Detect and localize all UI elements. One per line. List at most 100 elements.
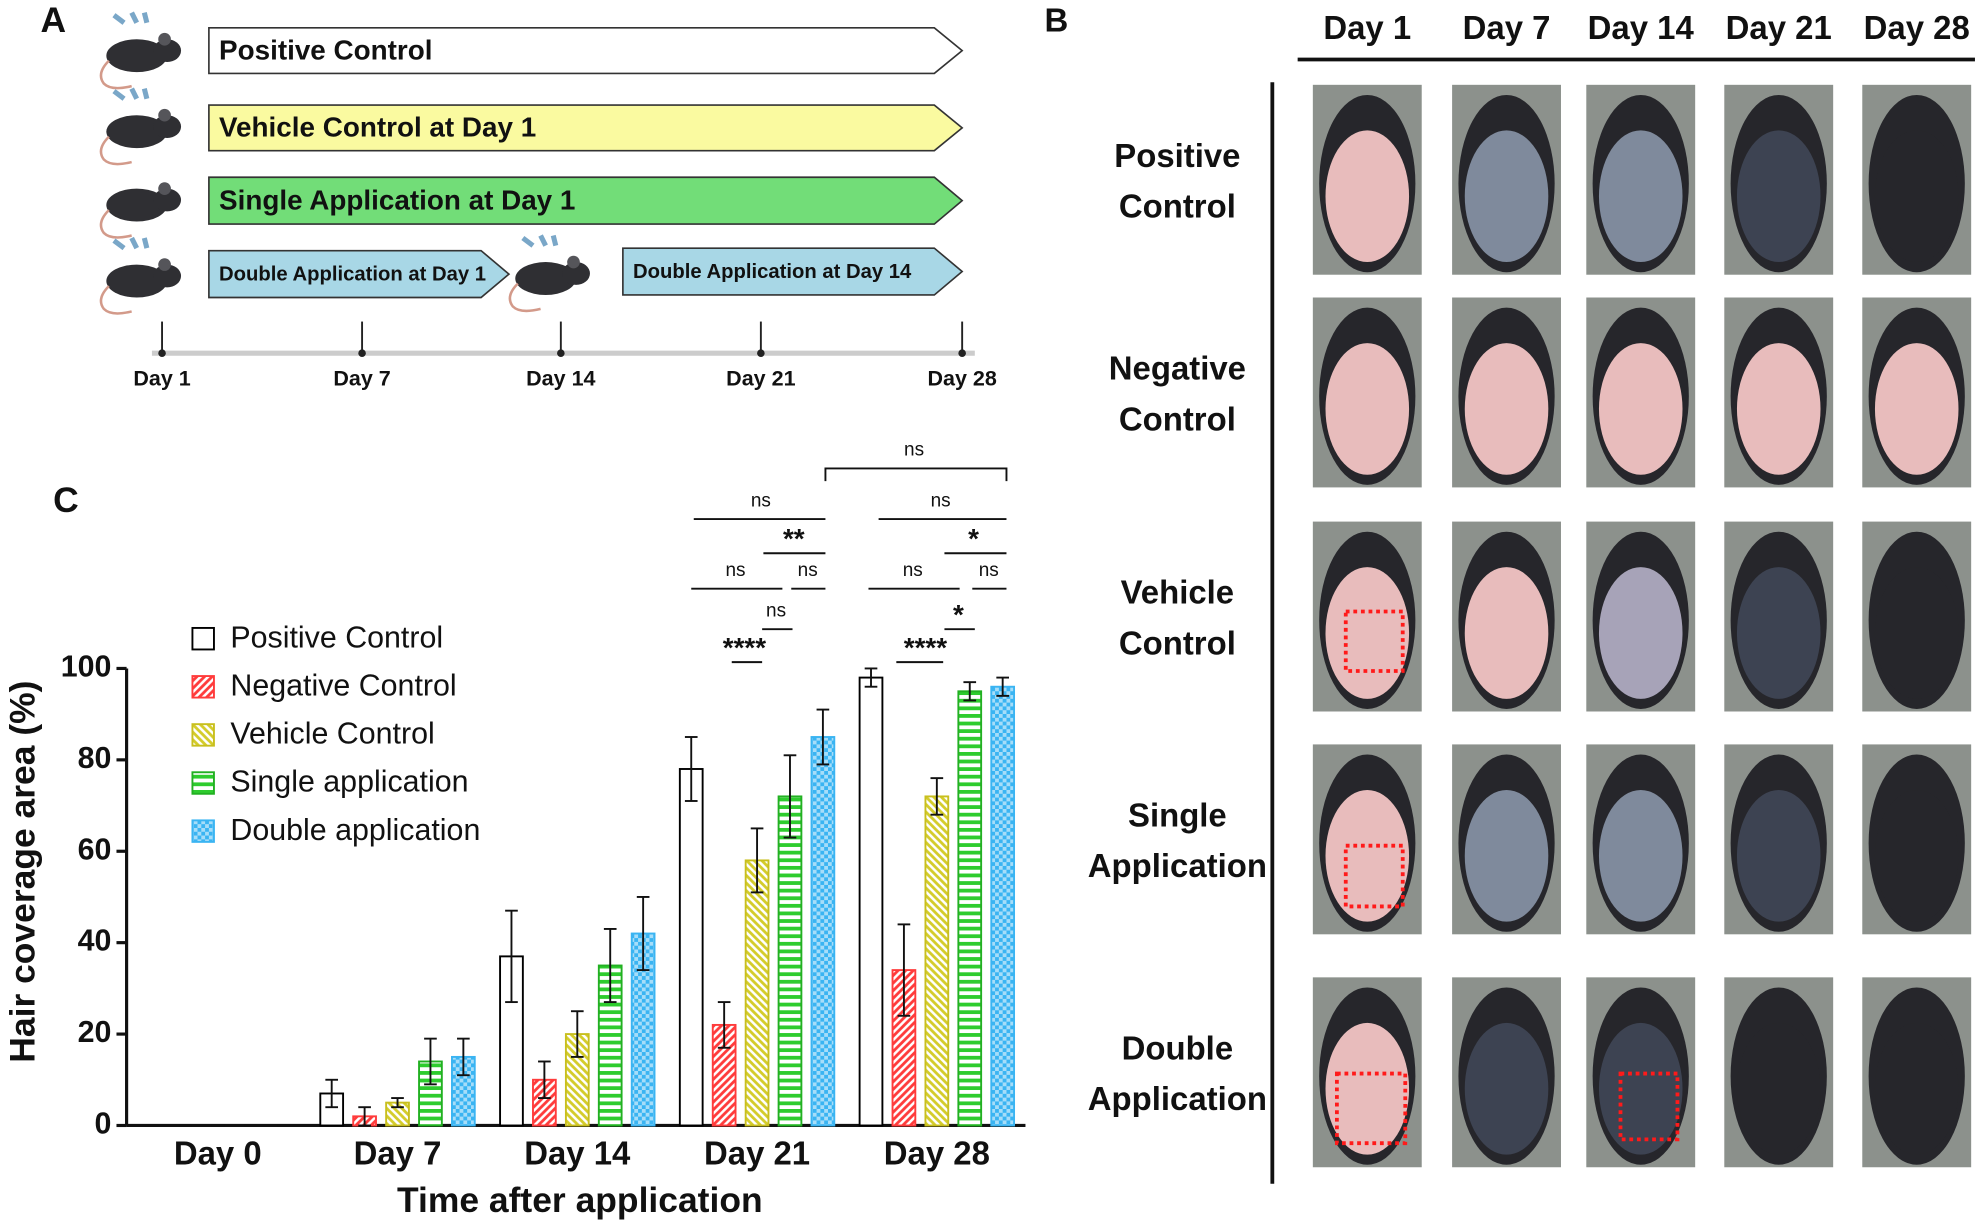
significance-bracket	[824, 467, 1008, 482]
column-header: Day 7	[1463, 9, 1551, 46]
mouse-icon	[567, 255, 580, 269]
mouse-photo-patch	[1464, 130, 1549, 263]
mouse-icon	[106, 264, 168, 298]
bar	[957, 690, 983, 1127]
bar	[810, 736, 836, 1127]
mouse-icon	[99, 209, 132, 239]
bar	[744, 859, 770, 1127]
mouse-photo-patch	[1325, 567, 1410, 699]
mouse-icon	[158, 182, 171, 195]
timeline-label: Day 21	[726, 366, 795, 390]
arrow-label: Double Application at Day 14	[633, 261, 912, 283]
legend-swatch	[191, 626, 215, 651]
significance-label: ns	[903, 560, 923, 581]
mouse-icon	[106, 39, 168, 73]
figure-content: A Positive Control Vehicle Control at Day …	[3, 0, 1975, 1220]
mouse-icon	[562, 262, 590, 285]
y-tick-label: 100	[61, 649, 112, 683]
error-bar	[505, 909, 518, 1004]
bar	[924, 795, 950, 1127]
treatment-area	[1618, 1071, 1680, 1142]
mouse-photo-patch	[1598, 343, 1683, 475]
legend-label: Double application	[230, 813, 480, 847]
error-bar	[538, 1060, 551, 1100]
legend-swatch	[191, 771, 215, 795]
mouse-photo-patch	[1598, 130, 1683, 263]
x-tick-label: Day 14	[524, 1135, 631, 1172]
row-label: Double	[1122, 1029, 1234, 1066]
panel-label: B	[1044, 1, 1068, 38]
mouse-photo-patch	[1464, 1022, 1549, 1155]
significance-label: *	[953, 599, 964, 630]
row-label: Application	[1088, 1080, 1267, 1117]
arrow-label: Single Application at Day 1	[219, 184, 575, 215]
mouse-photo-patch	[1736, 343, 1821, 475]
mouse-photo-patch	[1874, 567, 1959, 699]
mouse-photo-patch	[1325, 789, 1410, 922]
dropper-icon	[521, 234, 559, 248]
timeline-arrow	[208, 176, 964, 225]
x-tick-label: Day 0	[174, 1135, 262, 1172]
timeline-dot	[158, 349, 166, 358]
timeline-arrow	[208, 249, 511, 299]
y-tick-label: 0	[95, 1107, 112, 1141]
treatment-area	[1343, 609, 1405, 673]
significance-label: **	[783, 523, 805, 554]
error-bar	[864, 667, 878, 688]
bar	[678, 768, 704, 1127]
y-axis-label: Hair coverage area (%)	[3, 681, 43, 1063]
error-bar	[717, 1001, 731, 1049]
row-label: Vehicle	[1121, 574, 1234, 611]
significance-label: ns	[751, 490, 771, 511]
mouse-icon	[153, 264, 182, 288]
error-bar	[457, 1037, 470, 1077]
timeline-arrow	[208, 27, 964, 75]
legend-label: Vehicle Control	[230, 717, 434, 751]
significance-label: ns	[726, 560, 746, 581]
treatment-area	[1343, 843, 1405, 909]
error-bar	[570, 1010, 584, 1058]
mouse-photo-patch	[1464, 567, 1549, 699]
legend-label: Single application	[230, 765, 468, 799]
error-bar	[603, 928, 617, 1004]
mouse-photo-patch	[1874, 130, 1959, 263]
timeline-label: Day 28	[927, 366, 996, 390]
mouse-photo-patch	[1325, 343, 1410, 475]
mouse-icon	[158, 32, 171, 46]
dropper-icon	[112, 236, 150, 251]
mouse-icon	[153, 188, 182, 212]
mouse-icon	[508, 282, 541, 313]
significance-label: ns	[931, 490, 951, 511]
mouse-icon	[106, 188, 168, 222]
x-tick-label: Day 7	[354, 1135, 442, 1172]
column-header: Day 21	[1726, 9, 1832, 46]
significance-label: ****	[723, 632, 767, 663]
legend-swatch	[191, 675, 215, 699]
mouse-icon	[153, 39, 182, 63]
row-label: Application	[1088, 847, 1267, 884]
y-tick-label: 80	[78, 741, 112, 775]
mouse-icon	[158, 258, 171, 271]
x-tick-label: Day 21	[704, 1135, 810, 1172]
mouse-icon	[99, 59, 132, 90]
mouse-icon	[153, 115, 182, 138]
error-bar	[783, 754, 797, 839]
mouse-photo-patch	[1736, 567, 1821, 699]
error-bar	[391, 1097, 404, 1109]
error-bar	[684, 736, 698, 802]
timeline-arrow	[622, 247, 964, 296]
legend-label: Positive Control	[230, 620, 443, 654]
panel-label: C	[53, 480, 79, 520]
y-tick-label: 40	[78, 924, 112, 958]
significance-label: ns	[904, 440, 924, 461]
legend-swatch	[191, 723, 215, 747]
bar	[777, 795, 803, 1127]
legend-swatch	[191, 819, 215, 843]
mouse-icon	[515, 262, 577, 295]
arrow-label: Vehicle Control at Day 1	[219, 111, 536, 142]
column-header: Day 28	[1864, 9, 1970, 46]
error-bar	[897, 923, 911, 1017]
column-header: Day 1	[1323, 9, 1411, 46]
row-label: Control	[1119, 400, 1236, 437]
